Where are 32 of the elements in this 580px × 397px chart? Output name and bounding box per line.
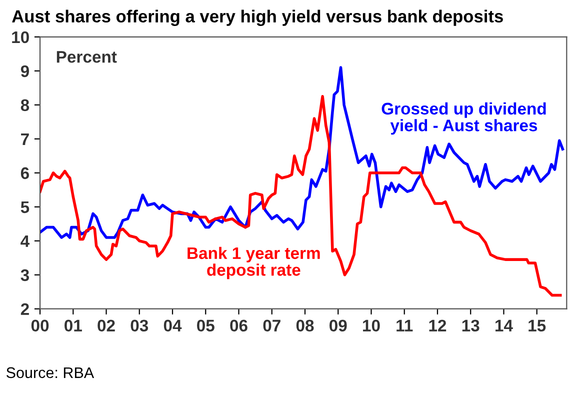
y-tick-label: 6 xyxy=(20,167,29,180)
y-tick-label: 8 xyxy=(20,99,30,112)
x-tick-label: 05 xyxy=(197,320,214,332)
x-tick-label: 02 xyxy=(98,320,115,332)
y-tick-label: 7 xyxy=(21,133,29,145)
x-tick-label: 01 xyxy=(64,320,82,332)
y-tick-label: 9 xyxy=(20,65,29,78)
y-tick-label: 2 xyxy=(20,303,29,315)
x-tick-label: 15 xyxy=(528,320,546,332)
x-tick-label: 03 xyxy=(130,320,148,332)
y-tick-label: 4 xyxy=(20,235,30,247)
x-tick-label: 11 xyxy=(396,320,413,332)
line-series xyxy=(40,66,564,239)
y-tick-label: 10 xyxy=(12,31,29,44)
chart-title: Aust shares offering a very high yield versus bank deposits xyxy=(12,10,503,26)
x-tick-label: 06 xyxy=(230,320,248,332)
x-tick-label: 09 xyxy=(330,320,347,332)
series-label: Grossed up dividend yield - Aust shares xyxy=(382,102,546,135)
x-tick-label: 14 xyxy=(496,320,513,332)
x-tick-label: 13 xyxy=(462,320,480,332)
x-tick-label: 00 xyxy=(31,320,49,332)
x-tick-label: 12 xyxy=(429,320,446,332)
annotation: Percent xyxy=(56,51,117,63)
x-tick-label: 10 xyxy=(363,320,380,332)
line-series xyxy=(40,95,562,297)
y-tick-label: 3 xyxy=(20,269,29,282)
x-tick-label: 04 xyxy=(164,320,182,332)
x-tick-label: 08 xyxy=(296,320,314,332)
source-note: Source: RBA xyxy=(6,367,94,378)
series-label: Bank 1 year term deposit rate xyxy=(188,246,320,280)
x-tick-label: 07 xyxy=(263,320,280,332)
y-tick-label: 5 xyxy=(20,201,30,214)
